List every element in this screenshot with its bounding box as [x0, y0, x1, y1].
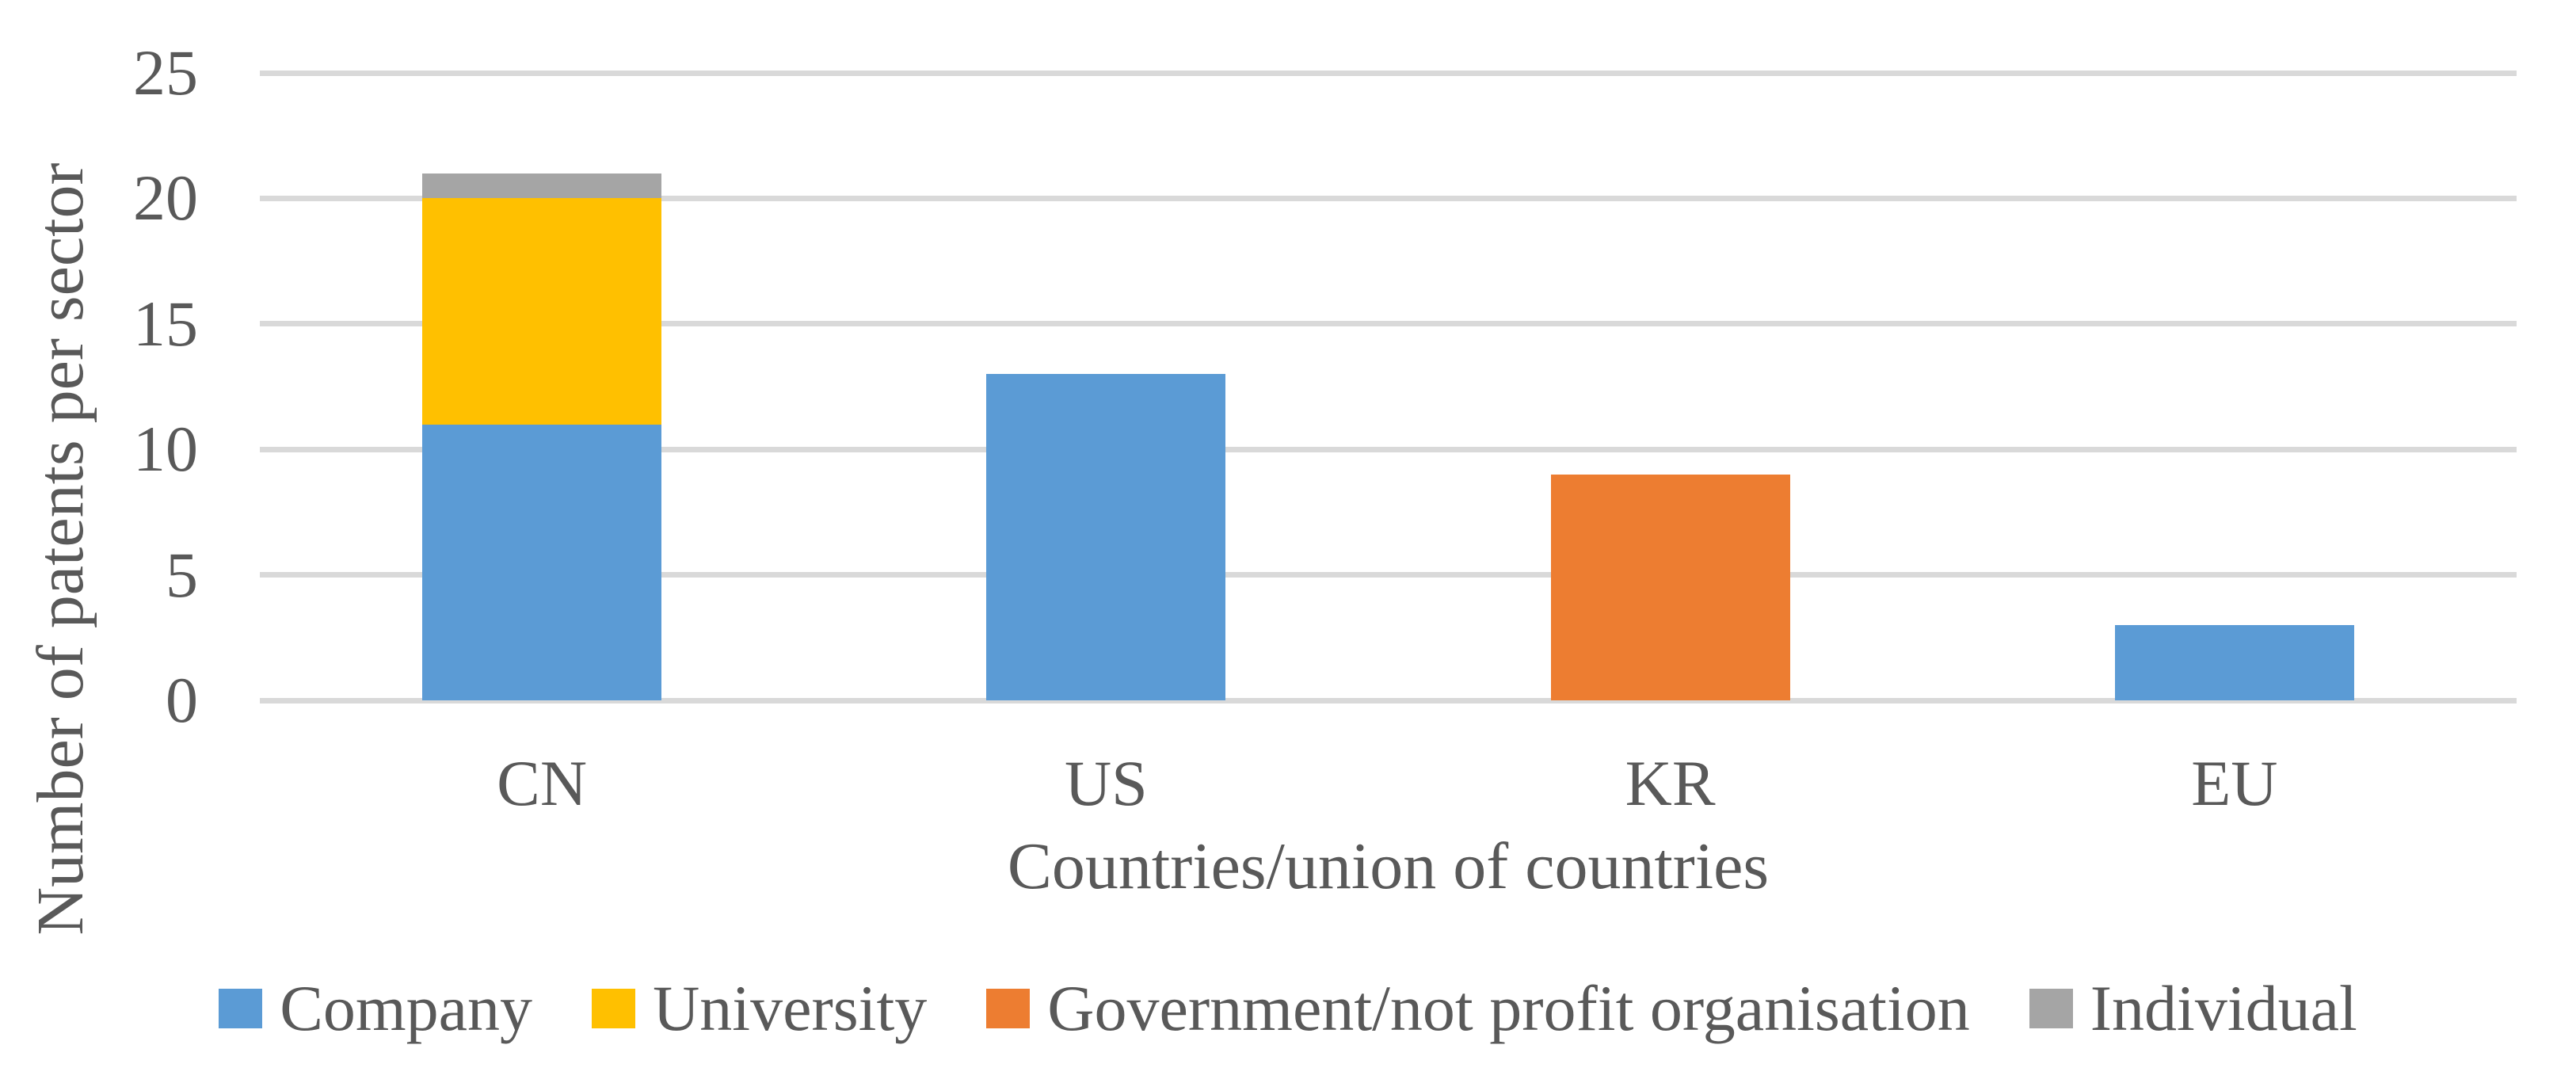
x-tick-label-us: US	[1064, 747, 1148, 819]
bar-eu	[2114, 73, 2354, 700]
legend-swatch-icon-government-not-profit-organisation	[986, 989, 1031, 1029]
bar-segment-cn-individual	[422, 173, 662, 199]
y-tick-label-25: 25	[133, 36, 198, 109]
gridline-20	[260, 195, 2517, 201]
legend-item-company: Company	[219, 970, 532, 1047]
y-tick-label-0: 0	[166, 664, 198, 736]
bar-segment-eu-company	[2114, 624, 2354, 700]
gridline-15	[260, 321, 2517, 327]
legend-label-government-not-profit-organisation: Government/not profit organisation	[1047, 972, 1970, 1044]
legend-item-government-not-profit-organisation: Government/not profit organisation	[986, 970, 1970, 1047]
x-tick-label-eu: EU	[2191, 747, 2278, 819]
bar-segment-kr-government-not-profit-organisation	[1550, 474, 1790, 700]
legend-item-individual: Individual	[2029, 970, 2357, 1047]
x-tick-label-cn: CN	[497, 747, 588, 819]
y-tick-label-15: 15	[133, 287, 198, 360]
gridline-10	[260, 446, 2517, 452]
bar-kr	[1550, 73, 1790, 700]
bar-us	[986, 73, 1226, 700]
y-tick-label-10: 10	[133, 413, 198, 486]
plot-area	[260, 70, 2517, 704]
legend: Company University Government/not profit o…	[0, 970, 2576, 1047]
legend-label-university: University	[653, 972, 928, 1044]
bar-segment-cn-university	[422, 198, 662, 425]
bar-segment-cn-company	[422, 424, 662, 700]
bar-segment-us-company	[986, 374, 1226, 700]
x-axis-title: Countries/union of countries	[1007, 829, 1770, 903]
legend-swatch-icon-company	[219, 989, 263, 1029]
x-axis-tick-labels: CN US KR EU	[260, 747, 2517, 819]
legend-item-university: University	[592, 970, 927, 1047]
y-tick-label-20: 20	[133, 162, 198, 235]
gridline-5	[260, 572, 2517, 578]
bar-cn	[422, 73, 662, 700]
gridline-0	[260, 697, 2517, 704]
legend-swatch-icon-university	[592, 989, 636, 1029]
gridline-25	[260, 70, 2517, 76]
y-tick-label-5: 5	[166, 538, 198, 611]
legend-label-individual: Individual	[2090, 972, 2357, 1044]
legend-label-company: Company	[280, 972, 533, 1044]
legend-swatch-icon-individual	[2029, 989, 2073, 1029]
x-tick-label-kr: KR	[1625, 747, 1716, 819]
